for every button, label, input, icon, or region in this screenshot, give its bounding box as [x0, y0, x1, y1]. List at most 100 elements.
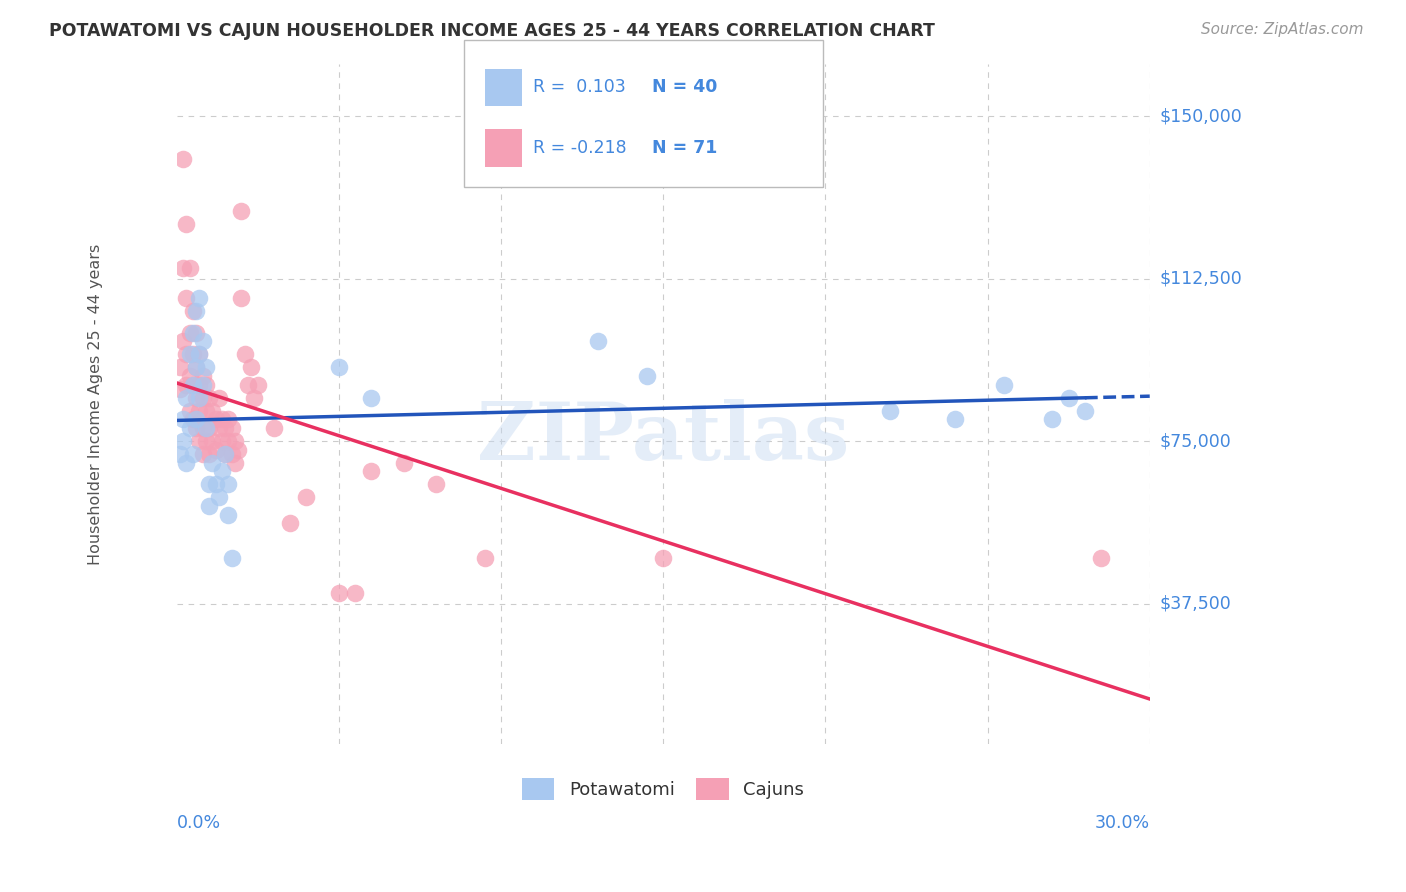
Point — [191, 421, 214, 435]
Point — [295, 491, 318, 505]
Point — [184, 391, 207, 405]
Legend: Potawatomi, Cajuns: Potawatomi, Cajuns — [522, 778, 804, 800]
Point — [218, 508, 240, 522]
Point — [231, 204, 253, 219]
Text: Householder Income Ages 25 - 44 years: Householder Income Ages 25 - 44 years — [89, 244, 103, 565]
Point — [191, 369, 214, 384]
Point — [172, 434, 194, 448]
Point — [201, 456, 224, 470]
Point — [943, 412, 966, 426]
Point — [188, 291, 211, 305]
Point — [184, 326, 207, 340]
Point — [194, 434, 217, 448]
Point — [218, 477, 240, 491]
Point — [184, 304, 207, 318]
Text: $75,000: $75,000 — [1160, 432, 1232, 450]
Point — [214, 447, 236, 461]
Point — [208, 391, 231, 405]
Point — [176, 377, 198, 392]
Point — [224, 456, 246, 470]
Point — [184, 412, 207, 426]
Point — [360, 464, 382, 478]
Point — [181, 304, 204, 318]
Point — [198, 477, 221, 491]
Point — [243, 391, 266, 405]
Point — [194, 360, 217, 375]
Point — [221, 447, 243, 461]
Point — [188, 377, 211, 392]
Point — [392, 456, 415, 470]
Point — [172, 334, 194, 349]
Text: $37,500: $37,500 — [1160, 595, 1232, 613]
Text: ZIPatlas: ZIPatlas — [477, 400, 849, 477]
Point — [221, 421, 243, 435]
Point — [188, 347, 211, 361]
Point — [198, 391, 221, 405]
Point — [176, 456, 198, 470]
Point — [879, 403, 901, 417]
Point — [176, 391, 198, 405]
Point — [181, 347, 204, 361]
Point — [198, 447, 221, 461]
Point — [425, 477, 447, 491]
Point — [328, 586, 350, 600]
Point — [194, 421, 217, 435]
Point — [1042, 412, 1064, 426]
Point — [188, 391, 211, 405]
Point — [188, 403, 211, 417]
Text: N = 71: N = 71 — [652, 139, 717, 157]
Point — [179, 347, 201, 361]
Point — [169, 382, 191, 396]
Text: $112,500: $112,500 — [1160, 269, 1243, 287]
Point — [181, 326, 204, 340]
Point — [204, 412, 226, 426]
Point — [181, 377, 204, 392]
Point — [328, 360, 350, 375]
Point — [211, 434, 233, 448]
Point — [360, 391, 382, 405]
Point — [169, 360, 191, 375]
Point — [179, 260, 201, 275]
Point — [201, 403, 224, 417]
Point — [172, 412, 194, 426]
Point — [181, 447, 204, 461]
Point — [1090, 551, 1112, 566]
Point — [278, 516, 301, 531]
Point — [208, 491, 231, 505]
Point — [191, 377, 214, 392]
Point — [184, 360, 207, 375]
Point — [474, 551, 496, 566]
Point — [184, 421, 207, 435]
Point — [188, 434, 211, 448]
Text: 30.0%: 30.0% — [1095, 814, 1150, 831]
Point — [218, 434, 240, 448]
Point — [211, 412, 233, 426]
Point — [240, 360, 263, 375]
Point — [1074, 403, 1097, 417]
Text: POTAWATOMI VS CAJUN HOUSEHOLDER INCOME AGES 25 - 44 YEARS CORRELATION CHART: POTAWATOMI VS CAJUN HOUSEHOLDER INCOME A… — [49, 22, 935, 40]
Point — [204, 477, 226, 491]
Point — [652, 551, 675, 566]
Point — [204, 442, 226, 457]
Point — [188, 347, 211, 361]
Point — [224, 434, 246, 448]
Point — [636, 369, 658, 384]
Point — [226, 442, 249, 457]
Point — [179, 369, 201, 384]
Point — [184, 360, 207, 375]
Point — [198, 421, 221, 435]
Point — [1057, 391, 1080, 405]
Point — [211, 464, 233, 478]
Point — [201, 434, 224, 448]
Point — [236, 377, 259, 392]
Point — [221, 551, 243, 566]
Point — [176, 347, 198, 361]
Point — [588, 334, 610, 349]
Point — [231, 291, 253, 305]
Point — [214, 421, 236, 435]
Point — [263, 421, 285, 435]
Point — [172, 153, 194, 167]
Text: N = 40: N = 40 — [652, 78, 717, 96]
Point — [343, 586, 366, 600]
Point — [179, 403, 201, 417]
